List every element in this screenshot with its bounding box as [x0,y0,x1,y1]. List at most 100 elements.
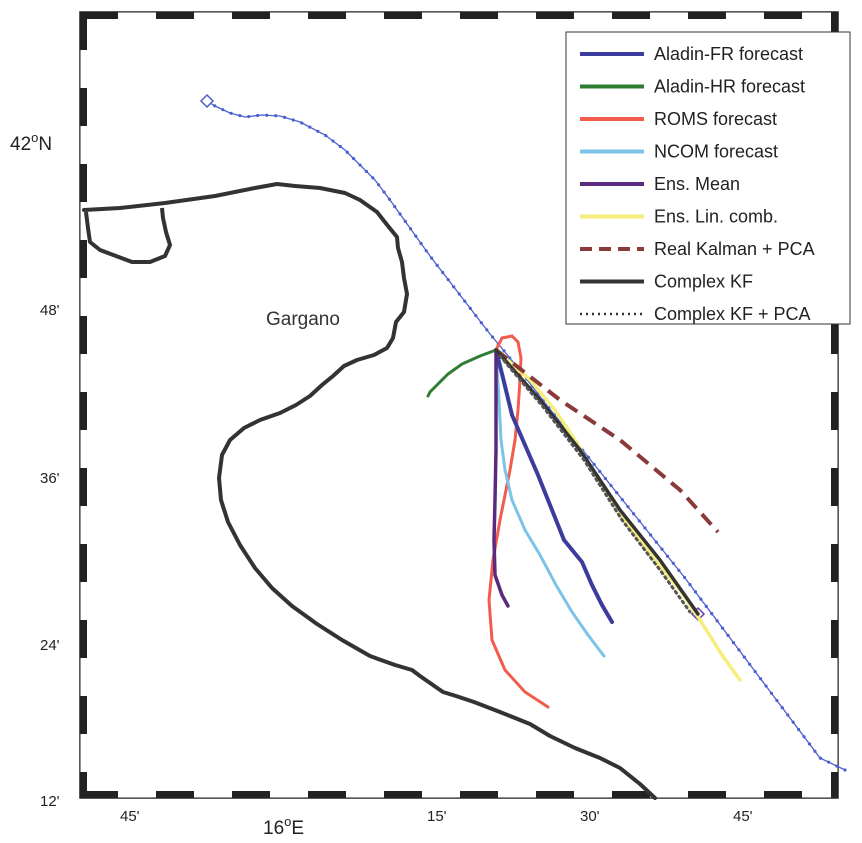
track-dot [715,619,719,623]
frame-segment [80,12,87,50]
track-dot [316,129,320,133]
frame-segment [802,12,838,19]
track-dot [586,455,591,459]
roms-track [487,334,550,709]
track-dot [769,691,774,695]
track-dot [457,292,461,296]
frame-segment [346,791,384,798]
y-axis-main-label: 42oN [10,130,52,155]
track-dot [291,118,295,122]
track-dot [775,698,779,703]
track-dot [737,648,741,652]
frame-outline [79,11,839,799]
legend-box [565,31,851,325]
frame-segment [688,12,726,19]
frame-segment [831,734,838,772]
track-dot [720,626,725,630]
track-dot [221,108,225,112]
legend-label: Ens. Mean [654,174,740,194]
track-dot [352,157,356,161]
track-dot [637,519,641,523]
frame-segment [460,12,498,19]
legend-label: NCOM forecast [654,142,778,162]
frame-segment [80,164,87,202]
track-dot [813,749,817,753]
release-diamond-marker [199,93,215,109]
frame-segment [308,791,346,798]
track-dot [748,662,752,666]
track-dot [807,742,812,746]
frame-segment [831,468,838,506]
track-dot [753,669,757,674]
track-dot [345,150,349,154]
track-dot [338,144,342,149]
frame-segment [80,696,87,734]
track-dot [786,713,790,717]
track-dot [615,491,619,495]
legend-label: Complex KF [654,272,753,292]
track-dot [609,483,613,488]
track-dot [387,197,392,201]
track-dot [791,720,795,724]
track-dot [620,498,624,502]
frame-segment [80,544,87,582]
track-dot [414,234,418,238]
track-dot [592,462,596,466]
track-dot [626,505,630,509]
coastline [82,182,657,800]
track-dot [731,640,736,645]
track-dot [835,764,839,768]
frame-segment [270,12,308,19]
frame-segment [831,12,838,50]
frame-segment [118,791,156,798]
track-dot [238,114,242,118]
frame-segment [831,696,838,734]
legend-label: Aladin-FR forecast [654,44,803,64]
frame-segment [194,12,232,19]
x-tick-label: 30' [580,808,600,825]
frame-segment [346,12,384,19]
track-dot [452,285,456,289]
frame-segment [688,791,726,798]
frame-segment [156,12,194,19]
frame-segment [460,791,498,798]
frame-segment [574,791,612,798]
track-dot [643,526,647,530]
x-tick-label: 45' [733,808,753,825]
frame-segment [612,12,650,19]
frame-segment [308,12,346,19]
x-tick-label: 45' [120,808,140,825]
real-kalman-pca-track [494,348,720,534]
track-dot [742,655,746,659]
track-dot [759,677,763,681]
frame-segment [498,12,536,19]
frame-segment [650,791,688,798]
track-dot [693,590,698,594]
track-dot [660,547,664,551]
legend-label: Aladin-HR forecast [654,77,805,97]
track-dot [598,469,602,474]
track-dot [479,321,483,325]
frame-segment [650,12,688,19]
frame-segment [422,791,460,798]
track-dot [671,561,675,565]
x-tick-label: 15' [427,808,447,825]
complex-kf-track [494,348,700,616]
track-dot [682,575,687,580]
frame-segment [831,316,838,354]
track-dot [419,241,423,246]
legend-label: ROMS forecast [654,109,777,129]
track-dot [726,633,730,637]
track-dot [371,176,375,180]
frame-segment [232,12,270,19]
track-dot [818,756,823,760]
frame-segment [80,772,87,798]
frame-segment [726,12,764,19]
frame-segment [80,50,87,88]
frame-segment [232,791,270,798]
frame-segment [80,734,87,772]
y-tick-label: 12' [40,793,60,810]
track-dot [508,356,512,360]
track-dot [265,113,269,117]
